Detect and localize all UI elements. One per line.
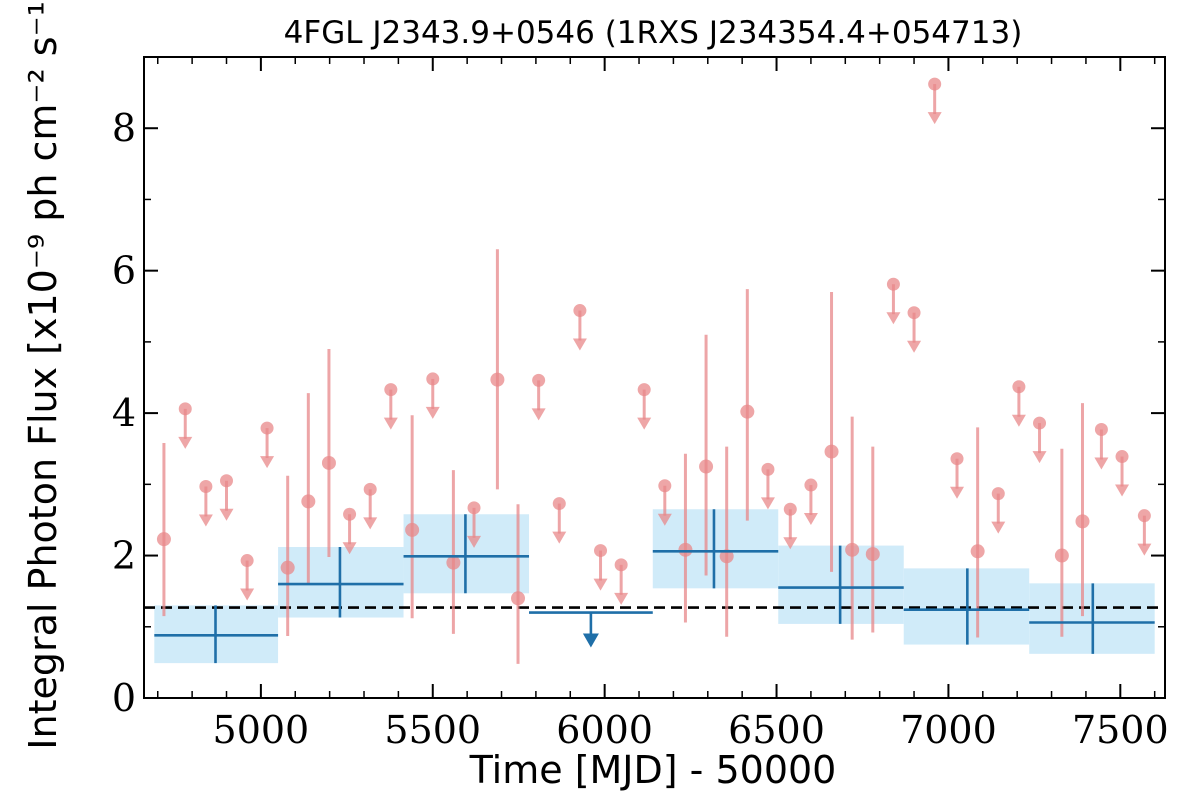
- short-bin-upper-limit-arrow: [240, 588, 255, 601]
- short-bin-upper-limit-point: [991, 487, 1005, 501]
- short-bin-point: [446, 555, 461, 570]
- x-tick-label: 5000: [213, 708, 310, 752]
- short-bin-upper-limit-point: [594, 544, 608, 558]
- short-bin-upper-limit-arrow: [1032, 451, 1047, 464]
- short-bin-upper-limit-arrow: [1094, 457, 1109, 470]
- short-bin-upper-limit-arrow: [593, 578, 608, 591]
- short-bin-upper-limit-point: [658, 479, 672, 493]
- short-bin-upper-limit-point: [907, 306, 921, 320]
- short-bin-point: [1054, 548, 1069, 563]
- short-bin-upper-limit-arrow: [198, 514, 213, 527]
- y-tick-label: 6: [112, 249, 136, 293]
- x-tick-label: 7000: [900, 708, 997, 752]
- short-bin-upper-limit-point: [1137, 509, 1151, 523]
- short-bin-point: [678, 542, 693, 557]
- short-bin-upper-limit-arrow: [637, 417, 652, 430]
- short-bin-upper-limit-arrow: [1137, 543, 1152, 556]
- short-bin-upper-limit-point: [363, 482, 377, 496]
- short-bin-upper-limit-arrow: [783, 537, 798, 550]
- long-bin-band: [652, 509, 779, 589]
- short-bin-point: [405, 522, 420, 537]
- short-bin-upper-limit-point: [343, 507, 357, 521]
- y-axis-label: Integral Photon Flux [x10⁻⁹ ph cm⁻² s⁻¹]: [21, 0, 65, 750]
- short-bin-point: [511, 591, 526, 606]
- short-bin-upper-limit-arrow: [886, 312, 901, 325]
- short-bin-point: [719, 549, 734, 564]
- short-bin-point: [321, 455, 336, 470]
- short-bin-upper-limit-point: [220, 474, 234, 488]
- short-bin-upper-limit-point: [1033, 416, 1047, 430]
- short-bin-point: [156, 532, 171, 547]
- short-bin-upper-limit-point: [1094, 422, 1108, 436]
- y-tick-label: 0: [112, 676, 136, 720]
- short-bin-upper-limit-arrow: [531, 408, 546, 421]
- y-tick-label: 2: [112, 534, 136, 578]
- short-bin-upper-limit-arrow: [219, 508, 234, 521]
- x-tick-label: 6000: [556, 708, 653, 752]
- short-bin-upper-limit-arrow: [927, 112, 942, 125]
- short-bin-upper-limit-point: [928, 77, 942, 91]
- plot-area: [144, 77, 1165, 664]
- short-bin-point: [740, 404, 755, 419]
- short-bin-upper-limit-point: [804, 478, 818, 492]
- short-bin-upper-limit-point: [467, 501, 481, 515]
- short-bin-upper-limit-point: [260, 421, 274, 435]
- short-bin-upper-limit-arrow: [572, 338, 587, 351]
- short-bin-upper-limit-arrow: [1011, 414, 1026, 427]
- short-bin-upper-limit-arrow: [907, 340, 922, 353]
- short-bin-upper-limit-point: [240, 554, 254, 568]
- short-bin-upper-limit-arrow: [552, 531, 567, 544]
- x-tick-label: 6500: [728, 708, 825, 752]
- short-bin-point: [824, 444, 839, 459]
- short-bin-point: [490, 372, 505, 387]
- short-bin-point: [301, 494, 316, 509]
- short-bin-upper-limit-point: [384, 383, 398, 397]
- short-bin-upper-limit-point: [950, 452, 964, 466]
- x-tick-label: 5500: [384, 708, 481, 752]
- short-bin-point: [845, 542, 860, 557]
- x-tick-label: 7500: [1072, 708, 1169, 752]
- short-bin-point: [970, 544, 985, 559]
- plot-content: [144, 77, 1165, 664]
- short-bin-point: [699, 459, 714, 474]
- short-bin-upper-limit-arrow: [991, 521, 1006, 534]
- short-bin-upper-limit-arrow: [260, 456, 275, 469]
- short-bin-upper-limit-arrow: [178, 436, 193, 449]
- short-bin-upper-limit-arrow: [614, 592, 629, 605]
- short-bin-upper-limit-point: [573, 304, 587, 318]
- short-bin-upper-limit-arrow: [1115, 484, 1130, 497]
- axes: 5000 5500 6000 6500 7000 7500 0 2 4 6 8: [112, 56, 1169, 752]
- x-axis-label: Time [MJD] - 50000: [469, 748, 837, 792]
- short-bin-upper-limit-point: [783, 502, 797, 516]
- short-bin-upper-limit-arrow: [760, 497, 775, 510]
- short-bin-upper-limit-point: [637, 383, 651, 397]
- short-bin-upper-limit-point: [886, 277, 900, 291]
- short-bin-upper-limit-point: [426, 372, 440, 386]
- short-bin-upper-limit-arrow: [342, 542, 357, 555]
- short-bin-point: [1075, 514, 1090, 529]
- short-bin-upper-limit-arrow: [657, 513, 672, 526]
- short-bin-upper-limit-arrow: [383, 417, 398, 430]
- short-bin-upper-limit-point: [178, 402, 192, 416]
- short-bin-upper-limit-point: [761, 462, 775, 476]
- short-bin-upper-limit-point: [199, 479, 213, 493]
- y-tick-label: 4: [112, 391, 136, 435]
- short-bin-upper-limit-point: [552, 497, 566, 511]
- plot-frame: [143, 56, 1166, 699]
- short-bin-upper-limit-arrow: [425, 406, 440, 419]
- short-bin-point: [280, 560, 295, 575]
- short-bin-point: [865, 547, 880, 562]
- short-bin-upper-limit-arrow: [467, 535, 482, 548]
- short-bin-upper-limit-point: [1115, 450, 1129, 464]
- short-bin-upper-limit-arrow: [950, 486, 965, 499]
- short-bin-upper-limit-point: [614, 558, 628, 572]
- short-bin-upper-limit-arrow: [363, 517, 378, 530]
- chart-title: 4FGL J2343.9+0546 (1RXS J234354.4+054713…: [284, 15, 1023, 51]
- short-bin-upper-limit-arrow: [803, 513, 818, 526]
- short-bin-upper-limit-point: [532, 373, 546, 387]
- y-tick-label: 8: [112, 106, 136, 150]
- long-bin-upper-limit-arrow: [582, 633, 599, 648]
- short-bin-upper-limit-point: [1012, 380, 1026, 394]
